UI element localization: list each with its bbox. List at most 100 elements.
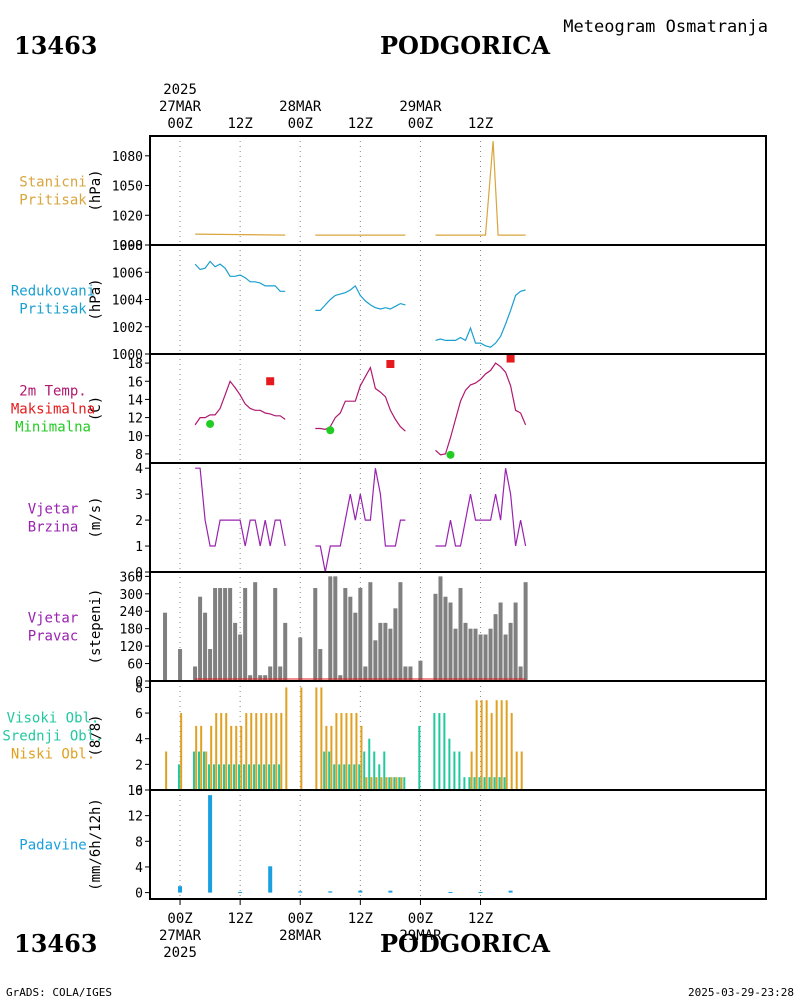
- panels: 990102010501080(hPa)StanicniPritisak1000…: [2, 135, 767, 902]
- bar: [408, 666, 413, 681]
- bar: [283, 622, 288, 681]
- bar: [197, 751, 200, 790]
- bar: [418, 660, 423, 681]
- bar: [383, 751, 386, 790]
- bar: [177, 764, 180, 790]
- bar: [448, 602, 453, 681]
- time-label-top: 00Z: [167, 116, 192, 132]
- tmax-marker: [266, 377, 275, 386]
- bar: [485, 700, 488, 790]
- bar: [348, 764, 351, 790]
- bar: [253, 582, 258, 681]
- panel-wind-speed: 0 1 2 3 4 (m/s) Vjetar Brzina: [28, 462, 767, 581]
- bar: [380, 777, 383, 790]
- time-label-bottom: 12Z: [348, 911, 373, 927]
- bar: [330, 725, 333, 790]
- time-label-bottom: 00Z: [408, 911, 433, 927]
- bar: [345, 713, 348, 790]
- time-label-bottom: 00Z: [288, 911, 313, 927]
- bar: [493, 777, 496, 790]
- bar: [265, 713, 268, 790]
- panel-label: Minimalna: [15, 420, 91, 436]
- bar: [508, 890, 513, 893]
- bar: [263, 764, 266, 790]
- bar: [202, 751, 205, 790]
- bar: [315, 687, 318, 790]
- series-line: [194, 260, 286, 292]
- bar: [333, 576, 338, 681]
- bar: [178, 886, 183, 893]
- bar: [438, 713, 441, 790]
- bar: [398, 582, 403, 681]
- bar: [468, 628, 473, 681]
- bar: [355, 713, 358, 790]
- bar: [493, 614, 498, 681]
- bar: [388, 890, 393, 893]
- bar: [395, 777, 398, 790]
- bar: [230, 725, 233, 790]
- panel-frame: [149, 680, 767, 791]
- bar: [278, 666, 283, 681]
- bar: [453, 628, 458, 681]
- bar: [273, 587, 278, 681]
- product-title: Meteogram Osmatranja: [563, 17, 768, 37]
- bar: [468, 777, 471, 790]
- bar: [433, 713, 436, 790]
- tmin-marker: [206, 419, 215, 428]
- y-tick-label: 3: [135, 488, 143, 503]
- bar: [273, 764, 276, 790]
- series-line: [315, 468, 406, 573]
- time-label-top: 28MAR: [279, 99, 322, 115]
- y-tick-label: 360: [120, 570, 143, 585]
- bar: [208, 649, 213, 681]
- y-tick-label: 4: [135, 462, 143, 477]
- bar: [263, 675, 268, 681]
- time-label-top: 12Z: [348, 116, 373, 132]
- bar: [240, 725, 243, 790]
- time-label-bottom: 12Z: [227, 911, 252, 927]
- tmax-marker: [506, 354, 515, 363]
- bar: [463, 622, 468, 681]
- bar: [233, 622, 238, 681]
- y-tick-label: 1004: [112, 294, 143, 309]
- bar: [400, 777, 403, 790]
- time-label-top: 12Z: [468, 116, 493, 132]
- bar: [213, 764, 216, 790]
- series-line: [435, 289, 526, 348]
- bar: [473, 777, 476, 790]
- timestamp-text: 2025-03-29-23:28: [688, 986, 794, 999]
- bar: [488, 777, 491, 790]
- bar: [248, 764, 251, 790]
- bar: [275, 713, 278, 790]
- bar: [328, 751, 331, 790]
- panel-frame: [149, 571, 767, 682]
- bar: [260, 713, 263, 790]
- bar: [488, 628, 493, 681]
- y-tick-label: 16: [127, 784, 143, 799]
- time-label-bottom: 00Z: [167, 911, 192, 927]
- panel-precipitation: 0 4 8 12 16 (mm/6h/12h)Padavine: [19, 784, 767, 902]
- bar: [258, 764, 261, 790]
- bar: [403, 777, 406, 790]
- bar: [270, 713, 273, 790]
- bar: [370, 777, 373, 790]
- bar: [478, 634, 483, 681]
- y-tick-label: 1050: [112, 180, 143, 195]
- series-line: [195, 233, 286, 236]
- bar: [318, 649, 323, 681]
- bar: [378, 764, 381, 790]
- bar: [363, 666, 368, 681]
- axis-unit-label: (stepeni): [88, 589, 104, 665]
- bar: [353, 764, 356, 790]
- y-tick-label: 990: [120, 239, 143, 254]
- bar: [325, 725, 328, 790]
- bar: [510, 713, 513, 790]
- bar: [323, 751, 326, 790]
- panel-temperature: 8 10 12 14 16 18 (C)2m Temp. Maksimalna Minimaln…: [11, 353, 767, 464]
- bar: [505, 700, 508, 790]
- bar: [163, 612, 168, 681]
- bar: [513, 602, 518, 681]
- bar: [498, 602, 503, 681]
